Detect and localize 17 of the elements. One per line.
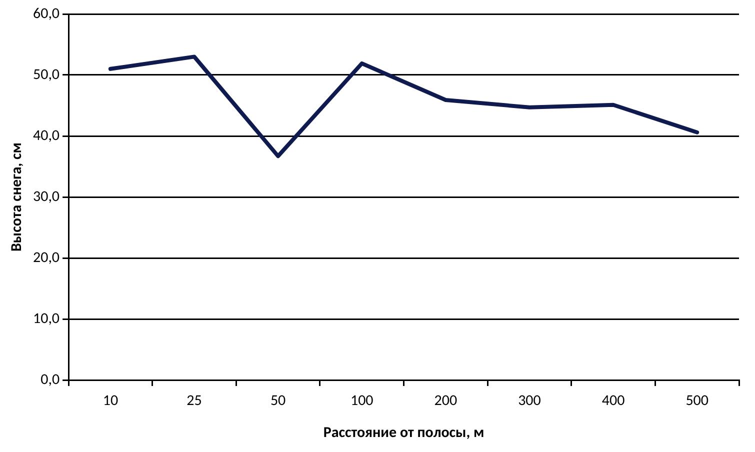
x-tick-label: 10 xyxy=(102,392,118,410)
x-tick-label: 50 xyxy=(270,392,286,410)
x-tick-label: 300 xyxy=(518,392,542,410)
y-axis-title: Высота снега, см xyxy=(8,142,26,252)
y-tick-label: 30,0 xyxy=(32,188,60,206)
x-tick-label: 500 xyxy=(686,392,709,410)
x-tick-label: 200 xyxy=(434,392,458,410)
y-tick-label: 10,0 xyxy=(32,310,60,328)
y-tick-label: 50,0 xyxy=(32,66,60,84)
y-tick-label: 20,0 xyxy=(32,248,60,267)
x-tick-label: 400 xyxy=(602,392,626,410)
y-tick-label: 0,0 xyxy=(40,370,60,389)
x-tick-label: 100 xyxy=(350,392,374,410)
x-tick-label: 25 xyxy=(186,392,202,410)
y-tick-label: 60,0 xyxy=(32,4,60,23)
y-tick-label: 40,0 xyxy=(32,126,60,145)
x-axis-title: Расстояние от полосы, м xyxy=(323,424,484,442)
